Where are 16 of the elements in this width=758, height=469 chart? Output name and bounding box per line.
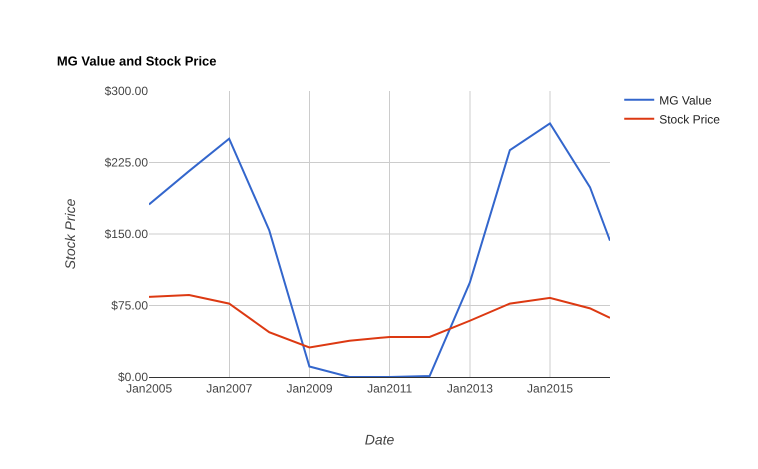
x-tick-label: Jan2011: [367, 381, 413, 396]
x-tick-label: Jan2013: [446, 381, 494, 396]
y-tick-label: $150.00: [104, 227, 148, 242]
y-tick-label: $75.00: [111, 298, 148, 313]
legend-label: MG Value: [659, 93, 712, 108]
legend-label: Stock Price: [659, 112, 720, 126]
x-tick-label: Jan2009: [286, 381, 333, 396]
y-tick-label: $225.00: [104, 156, 148, 170]
line-series: [149, 294, 610, 348]
x-axis-title: Date: [364, 432, 394, 448]
x-tick-label: Jan2007: [206, 381, 253, 396]
y-axis-title: Stock Price: [62, 198, 78, 270]
x-tick-label: Jan2015: [527, 381, 574, 396]
y-tick-label: $300.00: [104, 84, 148, 98]
chart-title: MG Value and Stock Price: [56, 54, 217, 69]
line-series: [149, 122, 610, 377]
